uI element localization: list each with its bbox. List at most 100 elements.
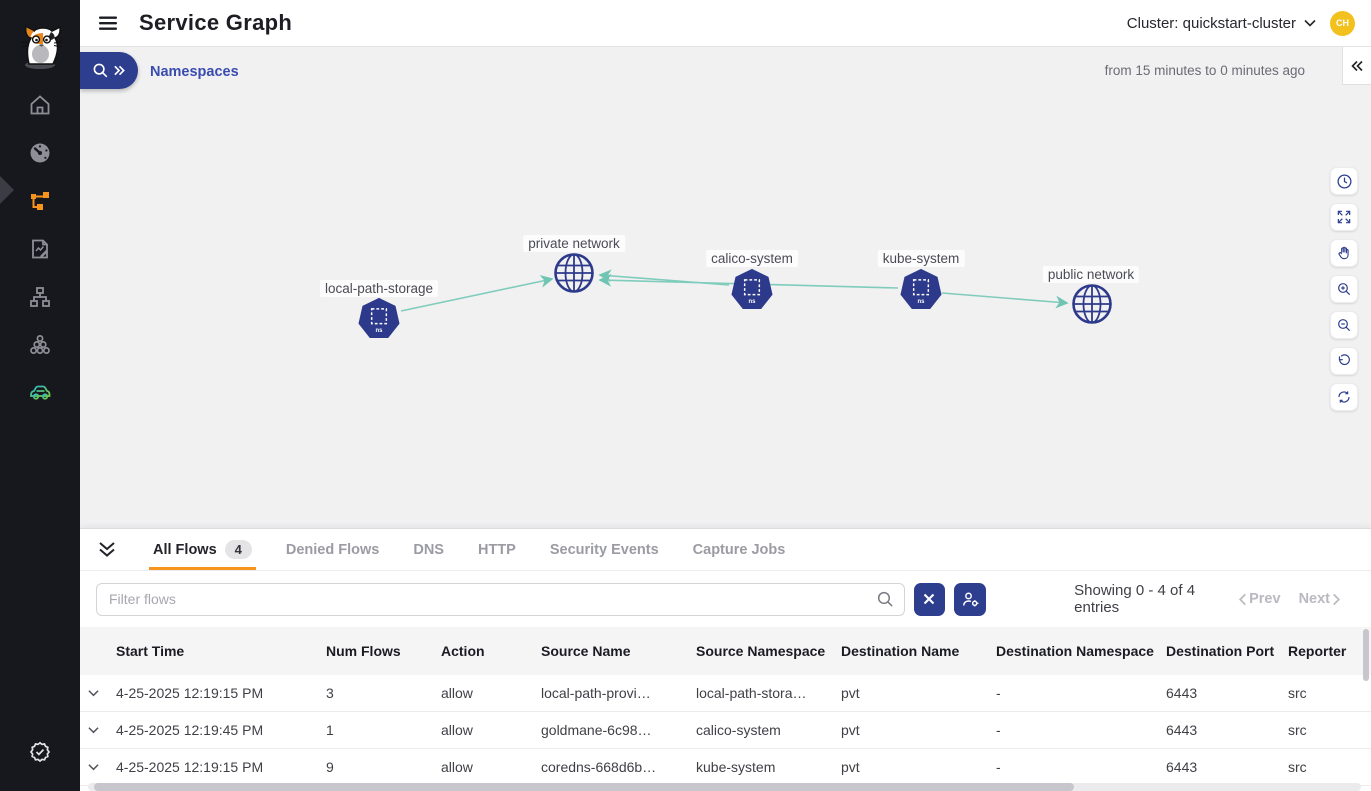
node-label: kube-system [877, 250, 965, 267]
double-chevron-right-icon [114, 65, 125, 76]
cell-action: allow [441, 722, 473, 738]
graph-node-public-network[interactable] [1070, 282, 1114, 330]
cell-action: allow [441, 685, 473, 701]
col-destination-name[interactable]: Destination Name [841, 642, 960, 659]
col-num-flows[interactable]: Num Flows [326, 642, 401, 659]
sidebar [0, 0, 80, 791]
namespace-icon: ns [358, 297, 400, 338]
svg-text:ns: ns [749, 299, 757, 305]
col-destination-namespace[interactable]: Destination Namespace [996, 642, 1154, 659]
clear-filter-button[interactable] [913, 582, 946, 616]
tab-http[interactable]: HTTP [461, 529, 533, 570]
node-label: local-path-storage [319, 280, 439, 297]
pan-button[interactable] [1330, 239, 1358, 267]
double-chevron-left-icon [1351, 60, 1363, 71]
column-customize-button[interactable] [954, 582, 987, 616]
next-label: Next [1298, 591, 1330, 607]
flow-row[interactable]: 4-25-2025 12:19:15 PM 9 allow coredns-66… [80, 749, 1371, 786]
next-page-button[interactable]: Next [1299, 591, 1341, 607]
showing-entries-label: Showing 0 - 4 of 4 entries [1074, 582, 1196, 616]
cell-destination-namespace: - [996, 722, 1001, 738]
graph-search-button[interactable] [80, 52, 138, 89]
graph-node-local-path-storage[interactable]: ns [357, 295, 401, 343]
home-icon[interactable] [28, 93, 52, 117]
tab-capture-jobs[interactable]: Capture Jobs [676, 529, 803, 570]
network-globe-icon [554, 253, 594, 293]
search-icon[interactable] [876, 590, 895, 609]
flows-table-header: Start Time Num Flows Action Source Name … [80, 627, 1371, 675]
col-source-name[interactable]: Source Name [541, 642, 631, 659]
flow-row[interactable]: 4-25-2025 12:19:45 PM 1 allow goldmane-6… [80, 712, 1371, 749]
pan-hand-icon [1338, 246, 1349, 260]
reports-icon[interactable] [28, 237, 52, 261]
row-expand-chevron[interactable] [80, 689, 116, 697]
tab-dns[interactable]: DNS [396, 529, 461, 570]
panel-double-chevron-down-icon[interactable] [96, 539, 118, 561]
zoom-out-button[interactable] [1330, 311, 1358, 339]
row-expand-chevron[interactable] [80, 763, 116, 771]
chevron-down-icon [87, 764, 99, 771]
top-header: Service Graph Cluster: quickstart-cluste… [80, 0, 1371, 47]
cell-destination-namespace: - [996, 759, 1001, 775]
fit-screen-button[interactable] [1330, 203, 1358, 231]
graph-node-calico-system[interactable]: ns [730, 266, 774, 314]
cell-destination-name: pvt [841, 722, 860, 738]
active-item-notch [0, 176, 14, 204]
col-action[interactable]: Action [441, 642, 485, 659]
col-destination-port[interactable]: Destination Port [1166, 642, 1275, 659]
breadcrumb-namespaces[interactable]: Namespaces [150, 64, 239, 80]
dashboard-gauge-icon[interactable] [28, 141, 52, 165]
col-start-time[interactable]: Start Time [116, 642, 185, 659]
badge-check-icon[interactable] [28, 740, 52, 764]
flows-filter-row: Showing 0 - 4 of 4 entries Prev Next [80, 571, 1371, 627]
zoom-in-button[interactable] [1330, 275, 1358, 303]
chevron-down-icon [87, 690, 99, 697]
horizontal-scrollbar-thumb[interactable] [94, 783, 1074, 791]
cell-source-name: goldmane-6c98… [541, 722, 652, 738]
tab-all-flows[interactable]: All Flows 4 [136, 529, 269, 570]
graph-edges [400, 269, 1069, 312]
tab-denied-flows[interactable]: Denied Flows [269, 529, 396, 570]
service-graph-icon[interactable] [28, 189, 52, 213]
cell-destination-port: 6443 [1166, 722, 1198, 738]
cell-num-flows: 9 [326, 759, 334, 775]
page-title: Service Graph [139, 10, 293, 35]
time-settings-button[interactable] [1330, 167, 1358, 195]
filter-flows-input[interactable] [96, 582, 905, 616]
undo-layout-button[interactable] [1330, 347, 1358, 375]
row-expand-chevron[interactable] [80, 726, 116, 734]
node-label: private network [523, 235, 625, 252]
right-panel-collapse-button[interactable] [1342, 47, 1371, 85]
tab-label: DNS [413, 541, 444, 558]
network-sitemap-icon[interactable] [28, 285, 52, 309]
prev-page-button[interactable]: Prev [1238, 591, 1281, 607]
vertical-scrollbar-thumb[interactable] [1363, 629, 1369, 681]
horizontal-scrollbar-track[interactable] [88, 783, 1361, 791]
search-icon [93, 63, 108, 78]
avatar[interactable]: CH [1330, 10, 1355, 36]
svg-text:ns: ns [376, 328, 384, 334]
cluster-selector[interactable]: Cluster: quickstart-cluster [1127, 15, 1316, 32]
graph-canvas[interactable]: ns local-path-storage private network ns… [80, 47, 1371, 528]
chevron-down-icon [87, 727, 99, 734]
refresh-button[interactable] [1330, 383, 1358, 411]
cluster-nodes-icon[interactable] [28, 333, 52, 357]
car-icon[interactable] [28, 380, 52, 404]
menu-hamburger-icon[interactable] [97, 12, 119, 34]
tab-label: All Flows [153, 541, 217, 558]
cell-num-flows: 1 [326, 722, 334, 738]
cell-reporter: src [1288, 722, 1307, 738]
zoom-out-icon [1338, 319, 1351, 332]
flows-tab-bar: All Flows 4 Denied Flows DNS HTTP Securi… [80, 529, 1371, 571]
flow-row[interactable]: 4-25-2025 12:19:15 PM 3 allow local-path… [80, 675, 1371, 712]
node-label: calico-system [706, 250, 798, 267]
col-reporter[interactable]: Reporter [1288, 642, 1347, 659]
tab-label: HTTP [477, 541, 516, 558]
network-globe-icon [1072, 284, 1112, 324]
time-range-label: from 15 minutes to 0 minutes ago [1104, 63, 1305, 78]
graph-node-kube-system[interactable]: ns [899, 266, 943, 314]
graph-node-private-network[interactable] [552, 251, 596, 299]
cell-destination-port: 6443 [1166, 759, 1198, 775]
tab-security-events[interactable]: Security Events [533, 529, 676, 570]
col-source-namespace[interactable]: Source Namespace [696, 642, 826, 659]
